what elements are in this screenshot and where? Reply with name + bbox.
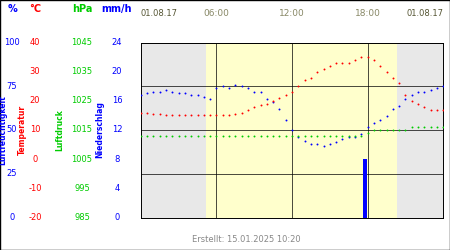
Text: Erstellt: 15.01.2025 10:20: Erstellt: 15.01.2025 10:20	[193, 236, 301, 244]
Text: 10: 10	[30, 126, 40, 134]
Text: 995: 995	[74, 184, 90, 193]
Text: %: %	[7, 4, 17, 14]
Text: 01.08.17: 01.08.17	[406, 8, 443, 18]
Text: 985: 985	[74, 213, 90, 222]
Text: 75: 75	[7, 82, 17, 91]
Text: 1005: 1005	[72, 155, 93, 164]
Text: Luftfeuchtigkeit: Luftfeuchtigkeit	[0, 95, 8, 165]
Text: 06:00: 06:00	[203, 8, 230, 18]
Text: 16: 16	[112, 96, 122, 105]
Text: 24: 24	[112, 38, 122, 47]
Text: Niederschlag: Niederschlag	[95, 102, 104, 158]
Text: -10: -10	[28, 184, 42, 193]
Text: 100: 100	[4, 38, 20, 47]
Text: 12: 12	[112, 126, 122, 134]
Text: 20: 20	[112, 67, 122, 76]
Text: hPa: hPa	[72, 4, 92, 14]
Text: 8: 8	[114, 155, 120, 164]
Text: -20: -20	[28, 213, 42, 222]
Text: 0: 0	[32, 155, 38, 164]
Text: 40: 40	[30, 38, 40, 47]
Text: 1015: 1015	[72, 126, 93, 134]
Text: Temperatur: Temperatur	[18, 105, 27, 155]
Text: 01.08.17: 01.08.17	[141, 8, 178, 18]
Text: 1045: 1045	[72, 38, 93, 47]
Text: 20: 20	[30, 96, 40, 105]
Text: 18:00: 18:00	[355, 8, 381, 18]
Text: °C: °C	[29, 4, 41, 14]
Text: Luftdruck: Luftdruck	[55, 109, 64, 151]
Text: 0: 0	[114, 213, 120, 222]
Text: 12:00: 12:00	[279, 8, 305, 18]
Text: 4: 4	[114, 184, 120, 193]
Text: 1025: 1025	[72, 96, 93, 105]
Bar	[363, 159, 367, 218]
Text: 25: 25	[7, 169, 17, 178]
Bar	[207, 42, 396, 218]
Text: 0: 0	[9, 213, 14, 222]
Text: 30: 30	[30, 67, 40, 76]
Text: 50: 50	[7, 126, 17, 134]
Text: mm/h: mm/h	[102, 4, 132, 14]
Text: 1035: 1035	[72, 67, 93, 76]
